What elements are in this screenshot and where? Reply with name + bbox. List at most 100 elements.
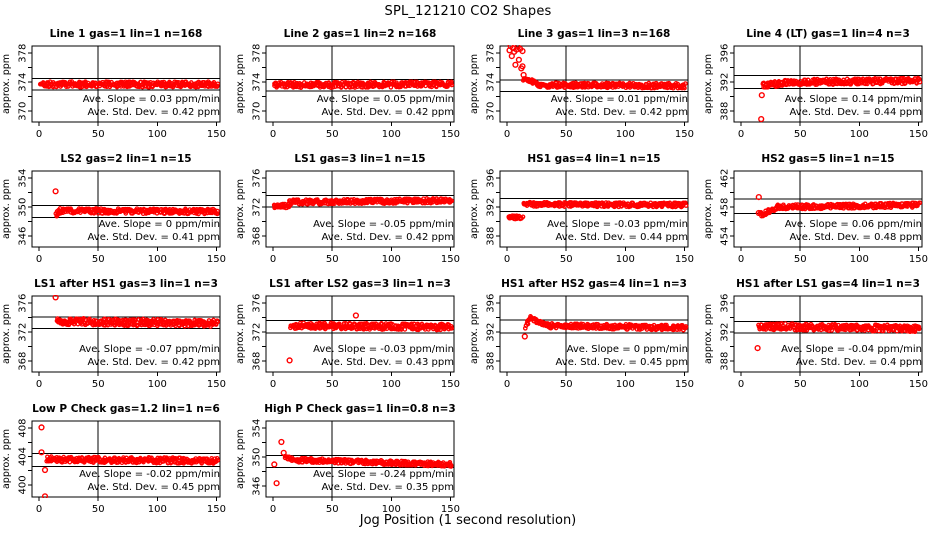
subplot-title: HS1 gas=4 lin=1 n=15 [527, 153, 660, 165]
x-tick-label: 100 [382, 129, 401, 140]
x-tick-label: 50 [794, 254, 807, 265]
data-points [271, 438, 454, 487]
x-tick-label: 150 [675, 379, 694, 390]
slope-annotation: Ave. Slope = -0.04 ppm/min [781, 344, 922, 355]
y-tick-label: 346 [252, 477, 263, 496]
y-tick-label: 408 [18, 419, 29, 438]
x-tick-label: 50 [92, 504, 105, 515]
plot-box [31, 170, 221, 248]
plot-canvas-line-2: Line 2 gas=1 lin=2 n=168 approx. ppm 370 37… [235, 28, 460, 140]
stddev-annotation: Ave. Std. Dev. = 0.41 ppm [88, 232, 220, 243]
x-tick-label: 50 [326, 129, 339, 140]
plot-box [31, 295, 221, 373]
stddev-annotation: Ave. Std. Dev. = 0.42 ppm [322, 107, 454, 118]
subplot-title: Line 1 gas=1 lin=1 n=168 [50, 28, 203, 40]
plot-canvas-line-1: Line 1 gas=1 lin=1 n=168 approx. ppm 370 37… [1, 28, 226, 140]
y-tick-label: 392 [720, 323, 731, 342]
y-tick-label: 396 [720, 294, 731, 313]
subplot-title: LS1 after LS2 gas=3 lin=1 n=3 [269, 278, 451, 290]
y-tick-label: 388 [486, 352, 497, 371]
y-tick-label: 378 [252, 44, 263, 63]
stddev-annotation: Ave. Std. Dev. = 0.48 ppm [790, 232, 922, 243]
slope-annotation: Ave. Slope = 0.05 ppm/min [317, 94, 454, 105]
x-tick-label: 0 [270, 254, 276, 265]
y-axis-title: approx. ppm [235, 179, 246, 239]
y-tick-label: 392 [486, 323, 497, 342]
plot-canvas-ls1: LS1 gas=3 lin=1 n=15 approx. ppm 368 372 376… [235, 153, 460, 265]
plot-canvas-low-p-check: Low P Check gas=1.2 lin=1 n=6 approx. ppm… [1, 403, 226, 515]
y-tick-label: 374 [486, 73, 497, 92]
subplot-hs1: HS1 gas=4 lin=1 n=15 approx. ppm 388 392 396… [468, 150, 702, 275]
x-tick-label: 0 [36, 129, 42, 140]
y-axis-title: approx. ppm [1, 304, 12, 364]
subplot-title: Line 3 gas=1 lin=3 n=168 [518, 28, 671, 40]
y-tick-label: 388 [720, 102, 731, 121]
plot-box [265, 420, 455, 498]
slope-annotation: Ave. Slope = -0.05 ppm/min [313, 219, 454, 230]
stddev-annotation: Ave. Std. Dev. = 0.35 ppm [322, 482, 454, 493]
x-tick-label: 100 [382, 504, 401, 515]
stddev-annotation: Ave. Std. Dev. = 0.42 ppm [88, 107, 220, 118]
subplot-ls1-after-hs1: LS1 after HS1 gas=3 lin=1 n=3 approx. ppm… [0, 275, 234, 400]
x-tick-label: 150 [207, 379, 226, 390]
y-axis-title: approx. ppm [235, 429, 246, 489]
slope-annotation: Ave. Slope = 0.14 ppm/min [785, 94, 922, 105]
subplot-ls2: LS2 gas=2 lin=1 n=15 approx. ppm 346 350 354… [0, 150, 234, 275]
subplot-title: HS1 after LS1 gas=4 lin=1 n=3 [736, 278, 920, 290]
y-tick-label: 370 [252, 102, 263, 121]
plot-box [733, 295, 923, 373]
subplot-title: HS2 gas=5 lin=1 n=15 [761, 153, 894, 165]
x-tick-label: 0 [504, 379, 510, 390]
plot-canvas-ls1-after-ls2: LS1 after LS2 gas=3 lin=1 n=3 approx. ppm… [235, 278, 460, 390]
data-points [52, 188, 220, 219]
stddev-annotation: Ave. Std. Dev. = 0.45 ppm [556, 357, 688, 368]
y-tick-label: 350 [18, 198, 29, 217]
x-tick-label: 0 [504, 254, 510, 265]
y-tick-label: 354 [18, 169, 29, 188]
x-tick-label: 100 [382, 254, 401, 265]
y-tick-label: 368 [252, 227, 263, 246]
y-tick-label: 404 [18, 447, 29, 466]
x-tick-label: 0 [36, 254, 42, 265]
data-points [52, 295, 221, 329]
y-tick-label: 376 [252, 169, 263, 188]
x-tick-label: 150 [909, 254, 928, 265]
stddev-annotation: Ave. Std. Dev. = 0.4 ppm [796, 357, 922, 368]
x-tick-label: 100 [616, 379, 635, 390]
y-tick-label: 370 [486, 102, 497, 121]
data-points [755, 193, 922, 219]
subplot-title: HS1 after HS2 gas=4 lin=1 n=3 [501, 278, 687, 290]
plot-box [733, 45, 923, 123]
slope-annotation: Ave. Slope = -0.03 ppm/min [313, 344, 454, 355]
data-points [506, 45, 688, 91]
x-tick-label: 100 [850, 129, 869, 140]
x-tick-label: 50 [326, 254, 339, 265]
subplot-ls1: LS1 gas=3 lin=1 n=15 approx. ppm 368 372 376… [234, 150, 468, 275]
y-tick-label: 454 [720, 227, 731, 246]
plots-grid: Line 1 gas=1 lin=1 n=168 approx. ppm 370 37… [0, 25, 936, 515]
x-tick-label: 50 [92, 379, 105, 390]
x-tick-label: 100 [148, 504, 167, 515]
y-tick-label: 354 [252, 419, 263, 438]
data-points [758, 75, 923, 123]
subplot-line-4-lt: Line 4 (LT) gas=1 lin=4 n=3 approx. ppm 38… [702, 25, 936, 150]
y-tick-label: 396 [486, 294, 497, 313]
y-tick-label: 458 [720, 198, 731, 217]
y-tick-label: 346 [18, 227, 29, 246]
data-points [38, 424, 221, 498]
x-tick-label: 150 [909, 379, 928, 390]
x-axis-label: Jog Position (1 second resolution) [359, 513, 577, 528]
subplot-hs2: HS2 gas=5 lin=1 n=15 approx. ppm 454 458 462… [702, 150, 936, 275]
stddev-annotation: Ave. Std. Dev. = 0.45 ppm [88, 482, 220, 493]
stddev-annotation: Ave. Std. Dev. = 0.44 ppm [790, 107, 922, 118]
slope-annotation: Ave. Slope = 0.06 ppm/min [785, 219, 922, 230]
y-tick-label: 372 [18, 323, 29, 342]
subplot-title: High P Check gas=1 lin=0.8 n=3 [264, 403, 455, 415]
x-tick-label: 150 [207, 129, 226, 140]
slope-annotation: Ave. Slope = -0.07 ppm/min [79, 344, 220, 355]
x-tick-label: 0 [738, 254, 744, 265]
y-axis-title: approx. ppm [235, 54, 246, 114]
slope-annotation: Ave. Slope = -0.02 ppm/min [79, 469, 220, 480]
subplot-title: LS1 gas=3 lin=1 n=15 [294, 153, 425, 165]
y-tick-label: 370 [18, 102, 29, 121]
